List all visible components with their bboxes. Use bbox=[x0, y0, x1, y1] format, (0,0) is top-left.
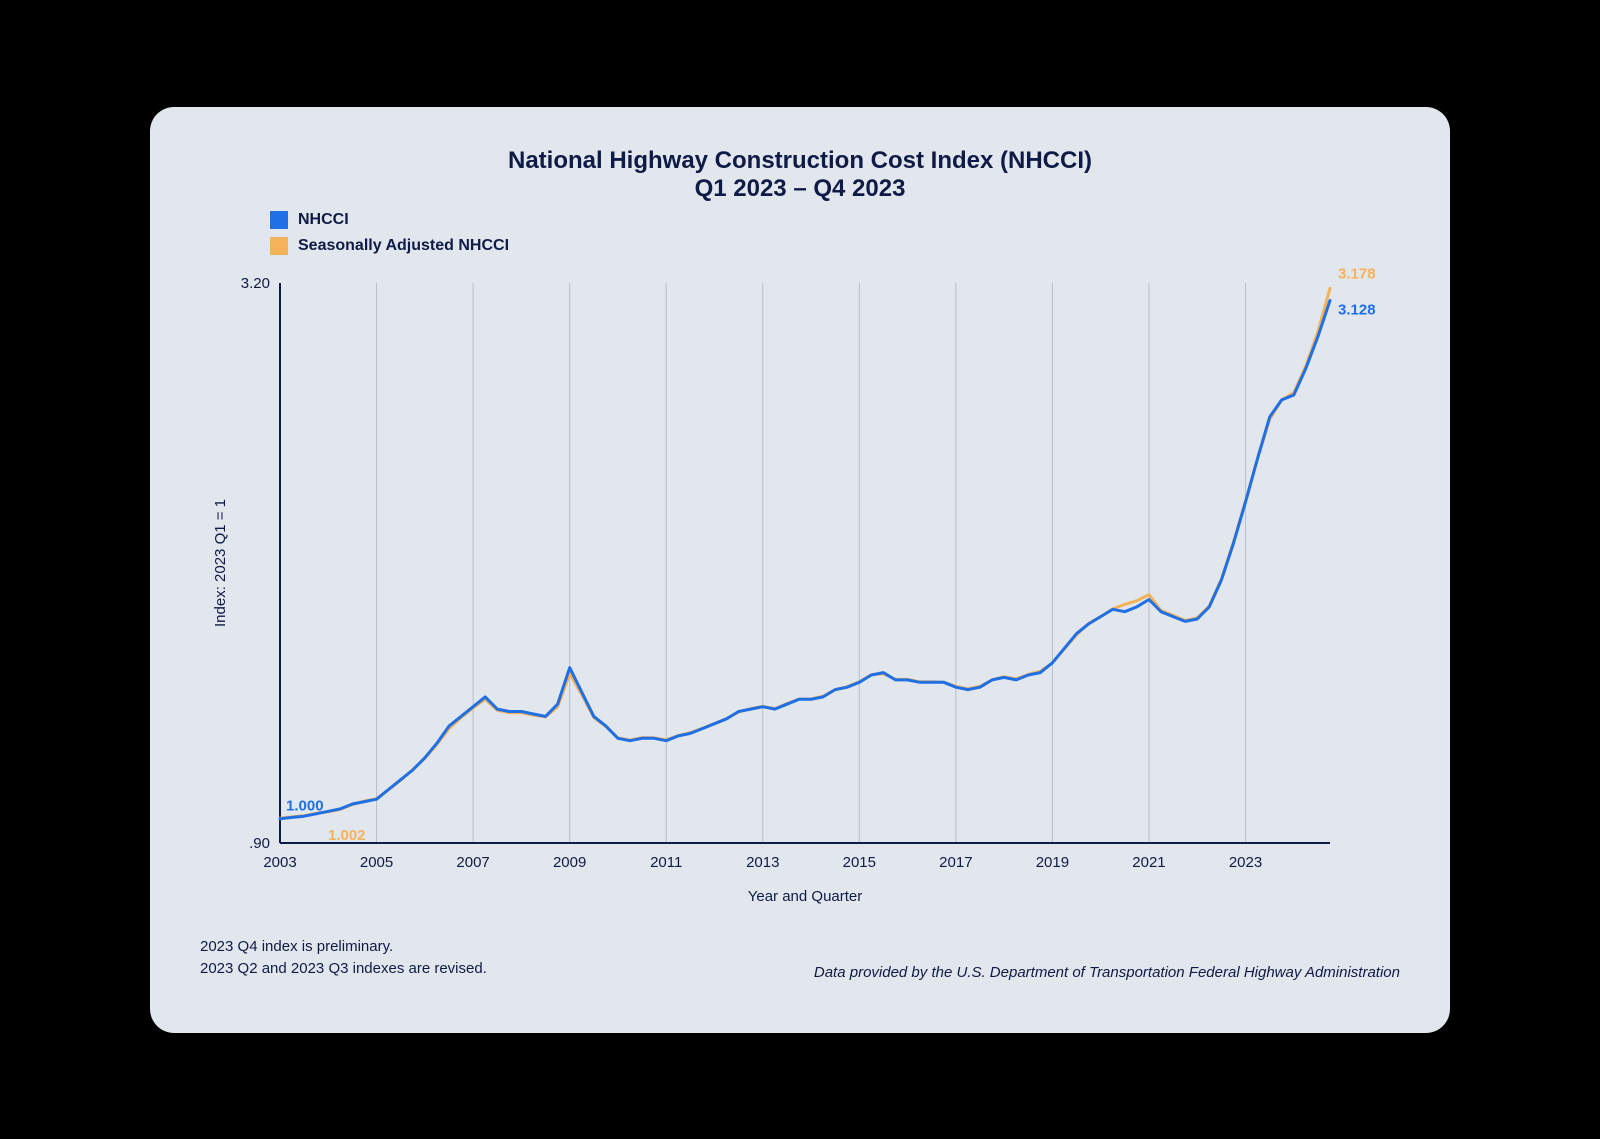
svg-text:2013: 2013 bbox=[746, 854, 779, 871]
svg-text:2015: 2015 bbox=[843, 854, 876, 871]
svg-text:2005: 2005 bbox=[360, 854, 393, 871]
footer: 2023 Q4 index is preliminary. 2023 Q2 an… bbox=[200, 936, 1400, 981]
footnote-line: 2023 Q4 index is preliminary. bbox=[200, 936, 487, 959]
footnote-line: 2023 Q2 and 2023 Q3 indexes are revised. bbox=[200, 958, 487, 981]
legend-swatch bbox=[270, 211, 288, 229]
legend-label: Seasonally Adjusted NHCCI bbox=[298, 237, 509, 255]
svg-text:2019: 2019 bbox=[1036, 854, 1069, 871]
svg-text:3.20: 3.20 bbox=[241, 275, 270, 292]
legend-swatch bbox=[270, 237, 288, 255]
svg-text:2009: 2009 bbox=[553, 854, 586, 871]
legend-item-nhcci: NHCCI bbox=[270, 211, 1400, 229]
line-chart-svg: .90 3.20 2003 2005 2007 2009 2011 2013 2015 2017 2… bbox=[200, 263, 1400, 913]
svg-text:3.178: 3.178 bbox=[1338, 265, 1376, 282]
chart-card: National Highway Construction Cost Index… bbox=[150, 107, 1450, 1033]
svg-text:2021: 2021 bbox=[1132, 854, 1165, 871]
svg-text:1.002: 1.002 bbox=[328, 827, 366, 844]
legend: NHCCI Seasonally Adjusted NHCCI bbox=[270, 211, 1400, 255]
chart-area: .90 3.20 2003 2005 2007 2009 2011 2013 2015 2017 2… bbox=[200, 263, 1400, 918]
svg-text:2011: 2011 bbox=[650, 854, 682, 871]
legend-item-sa: Seasonally Adjusted NHCCI bbox=[270, 237, 1400, 255]
title-line-2: Q1 2023 – Q4 2023 bbox=[200, 175, 1400, 203]
svg-text:Index: 2023 Q1 = 1: Index: 2023 Q1 = 1 bbox=[212, 498, 229, 626]
svg-text:Year and Quarter: Year and Quarter bbox=[748, 888, 863, 905]
chart-title-block: National Highway Construction Cost Index… bbox=[200, 147, 1400, 203]
svg-text:2003: 2003 bbox=[263, 854, 296, 871]
svg-text:2007: 2007 bbox=[456, 854, 489, 871]
legend-label: NHCCI bbox=[298, 211, 349, 229]
svg-text:2023: 2023 bbox=[1229, 854, 1262, 871]
attribution: Data provided by the U.S. Department of … bbox=[814, 964, 1400, 981]
title-line-1: National Highway Construction Cost Index… bbox=[200, 147, 1400, 175]
footnotes: 2023 Q4 index is preliminary. 2023 Q2 an… bbox=[200, 936, 487, 981]
svg-text:3.128: 3.128 bbox=[1338, 301, 1376, 318]
svg-text:1.000: 1.000 bbox=[286, 797, 324, 814]
svg-text:.90: .90 bbox=[249, 835, 270, 852]
svg-text:2017: 2017 bbox=[939, 854, 972, 871]
